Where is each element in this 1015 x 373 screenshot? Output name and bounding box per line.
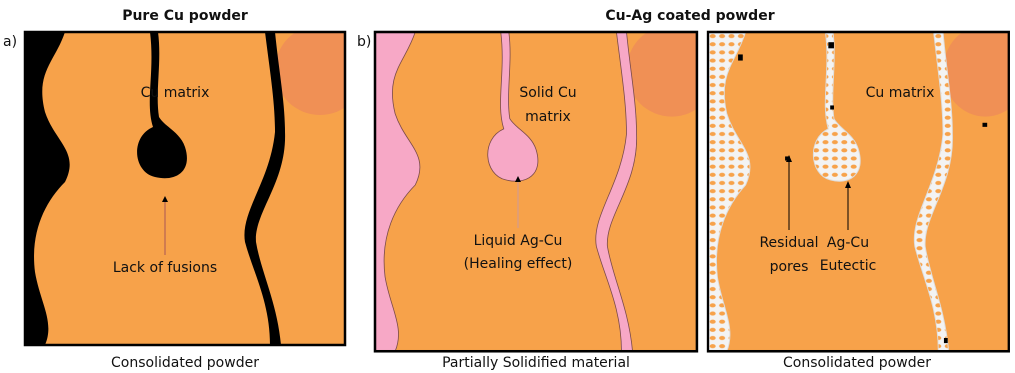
annotation: Lack of fusions [113, 260, 217, 276]
annotation: Residual [759, 235, 818, 251]
title: Pure Cu powder [122, 8, 248, 24]
annotation: pores [770, 259, 809, 275]
annotation: Cu matrix [866, 85, 935, 101]
panel [25, 25, 365, 345]
residual-pore [944, 338, 948, 343]
residual-pore [982, 123, 987, 127]
residual-pore [830, 105, 834, 109]
panel [375, 25, 717, 351]
caption: Consolidated powder [111, 355, 259, 371]
annotation: matrix [525, 109, 571, 125]
panel-label: a) [3, 34, 17, 50]
annotation: Eutectic [820, 258, 877, 274]
residual-pore [828, 42, 834, 48]
particle [275, 25, 365, 115]
figure: Pure Cu powder Cu-Ag coated powder a) Cu… [0, 0, 1015, 373]
caption: Partially Solidified material [442, 355, 630, 371]
panel-label: b) [357, 34, 371, 50]
annotation: Solid Cu [519, 85, 576, 101]
annotation: Liquid Ag-Cu [474, 233, 563, 249]
caption: Consolidated powder [783, 355, 931, 371]
annotation: Cu matrix [141, 85, 210, 101]
annotation: (Healing effect) [464, 256, 573, 272]
particle [627, 25, 718, 117]
title: Cu-Ag coated powder [605, 8, 774, 24]
panel [708, 25, 1015, 351]
annotation: Ag-Cu [827, 235, 869, 251]
residual-pore [738, 54, 743, 60]
